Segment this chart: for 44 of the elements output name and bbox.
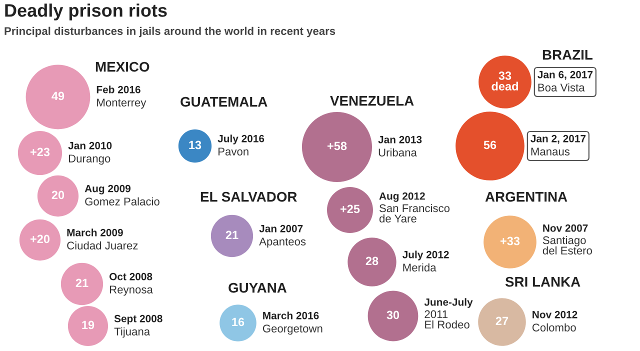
category-label: Aug 2009 Gomez Palacio — [84, 184, 160, 206]
text: SRI LANKA — [505, 276, 580, 287]
data-label: 49 — [52, 92, 64, 100]
data-label: +23 — [30, 148, 50, 156]
category-label: July 2016 Pavon — [218, 134, 264, 156]
category-label: March 2009 Ciudad Juarez — [67, 228, 138, 250]
category-label: Jan 6, 2017 Boa Vista — [538, 70, 593, 92]
data-label: 27 — [496, 316, 508, 326]
data-label: +33 — [500, 236, 520, 246]
text: Principal disturbances in jails around the world in recent years — [4, 26, 336, 38]
category-label: Jan 2, 2017 Manaus — [530, 134, 586, 156]
category-label: Oct 2008 Reynosa — [110, 272, 153, 296]
category-label: Sept 2008 Tijuana — [114, 314, 162, 338]
category-label: July 2012 Merida — [402, 250, 449, 272]
data-label: 13 — [189, 140, 202, 150]
data-label: 21 — [76, 278, 88, 288]
category-label: Jan 2007 Apanteos — [259, 224, 306, 248]
category-label: Nov 2007 Santiago del Estero — [542, 224, 592, 255]
data-label: 28 — [366, 256, 378, 266]
data-label: 19 — [82, 320, 94, 330]
data-label: 30 — [386, 310, 400, 320]
data-label: 21 — [226, 230, 238, 240]
category-label: June-July 2011 El Rodeo — [424, 298, 473, 329]
data-label: 33 dead — [492, 72, 518, 90]
category-label: Aug 2012 San Francisco de Yare — [379, 192, 450, 223]
text: GUYANA — [228, 282, 287, 293]
text: Deadly prison riots — [5, 4, 167, 20]
text: EL SALVADOR — [200, 192, 297, 202]
data-label: 16 — [232, 318, 244, 326]
data-label: +58 — [327, 142, 347, 150]
category-label: March 2016 Georgetown — [262, 312, 322, 335]
category-label: Nov 2012 Colombo — [532, 310, 578, 332]
data-label: +25 — [340, 204, 360, 214]
text: GUATEMALA — [180, 96, 268, 107]
category-label: Feb 2016 Monterrey — [96, 86, 146, 109]
category-label: Jan 2010 Durango — [68, 142, 112, 165]
text: BRAZIL — [542, 50, 592, 60]
text: MEXICO — [96, 62, 150, 72]
text: VENEZUELA — [330, 96, 414, 106]
data-label: 20 — [52, 190, 64, 200]
category-label: Jan 2013 Uribana — [378, 136, 422, 156]
data-label: 56 — [484, 140, 496, 150]
data-label: +20 — [30, 234, 50, 244]
text: ARGENTINA — [485, 192, 568, 202]
